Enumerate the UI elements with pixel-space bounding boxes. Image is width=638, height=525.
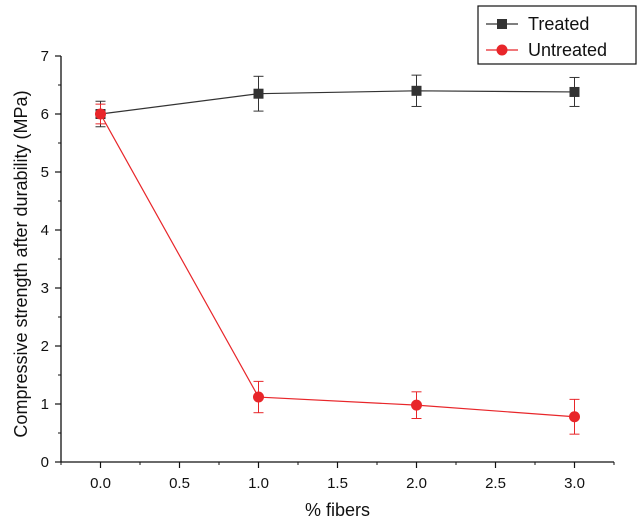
x-tick-label: 0.5: [169, 475, 190, 492]
y-tick-label: 7: [41, 48, 49, 65]
axes: 0.0 0.5 1.0 1.5 2.0 2.5 3.0 0 1 2 3 4 5 6 7 % fibers Com…: [11, 48, 615, 520]
legend-label: Untreated: [528, 40, 607, 60]
data-point: [411, 399, 422, 411]
legend-label: Treated: [528, 14, 589, 34]
series-treated: [95, 74, 580, 128]
y-tick-label: 6: [41, 106, 49, 123]
x-tick-label: 3.0: [564, 475, 585, 492]
data-point: [569, 411, 580, 423]
y-axis-title: Compressive strength after durability (M…: [11, 90, 31, 437]
series-layer: [95, 74, 580, 435]
data-point: [411, 85, 422, 96]
x-tick-label: 2.5: [485, 475, 506, 492]
x-tick-label: 1.0: [248, 475, 269, 492]
data-point: [253, 391, 264, 403]
data-point: [253, 88, 264, 99]
data-point: [95, 108, 106, 120]
legend: Treated Untreated: [477, 5, 637, 65]
legend-marker: [497, 19, 507, 29]
y-tick-label: 1: [41, 396, 49, 413]
series-line: [100, 90, 575, 115]
y-tick-label: 2: [41, 338, 49, 355]
y-tick-label: 0: [41, 454, 49, 471]
data-point: [569, 86, 580, 97]
legend-marker: [496, 44, 508, 56]
x-axis-title: % fibers: [305, 500, 370, 520]
y-tick-label: 3: [41, 280, 49, 297]
series-untreated: [95, 103, 580, 435]
y-tick-label: 4: [41, 222, 49, 239]
x-tick-label: 1.5: [327, 475, 348, 492]
x-tick-label: 0.0: [90, 475, 111, 492]
series-line: [99, 113, 575, 418]
x-tick-label: 2.0: [406, 475, 427, 492]
y-tick-label: 5: [41, 164, 49, 181]
